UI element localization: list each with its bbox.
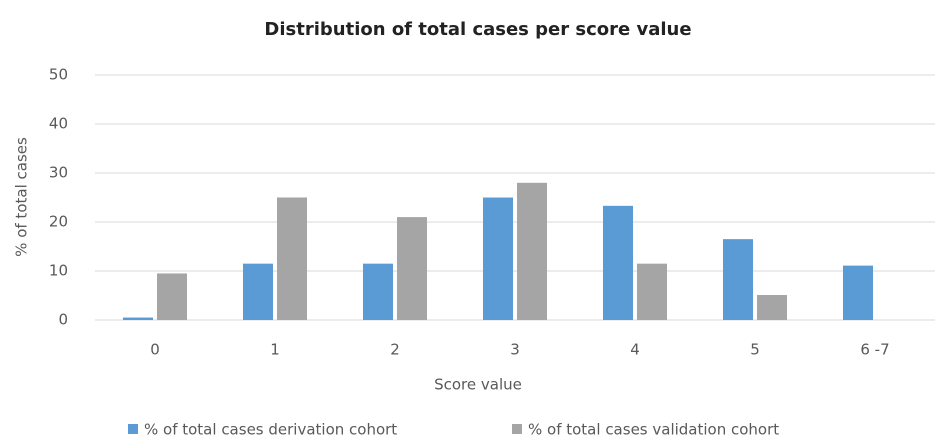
- chart-title: Distribution of total cases per score va…: [264, 19, 691, 40]
- bar: [243, 263, 273, 320]
- bar: [397, 217, 427, 320]
- bar: [123, 317, 153, 320]
- legend-label: % of total cases validation cohort: [528, 421, 779, 436]
- x-tick-label: 3: [510, 341, 520, 359]
- x-tick-label: 6 -7: [860, 341, 889, 359]
- bar: [843, 265, 873, 320]
- legend-swatch: [512, 424, 522, 434]
- legend-swatch: [128, 424, 138, 434]
- bar: [757, 295, 787, 320]
- x-tick-label: 1: [270, 341, 280, 359]
- bar: [363, 263, 393, 320]
- y-tick-label: 10: [49, 262, 68, 280]
- y-tick-label: 50: [49, 66, 68, 84]
- x-tick-label: 2: [390, 341, 400, 359]
- bar: [483, 197, 513, 320]
- y-axis-label: % of total cases: [13, 137, 31, 257]
- x-axis-label: Score value: [434, 376, 522, 394]
- bar: [637, 263, 667, 320]
- y-tick-label: 30: [49, 164, 68, 182]
- bar: [277, 197, 307, 320]
- x-tick-label: 4: [630, 341, 640, 359]
- y-tick-label: 0: [58, 311, 68, 329]
- bar: [157, 273, 187, 320]
- bar: [603, 205, 633, 320]
- legend-label: % of total cases derivation cohort: [144, 421, 397, 436]
- bar: [517, 182, 547, 320]
- x-tick-label: 0: [150, 341, 160, 359]
- x-tick-label: 5: [750, 341, 760, 359]
- y-tick-label: 40: [49, 115, 68, 133]
- y-tick-label: 20: [49, 213, 68, 231]
- bar: [723, 239, 753, 320]
